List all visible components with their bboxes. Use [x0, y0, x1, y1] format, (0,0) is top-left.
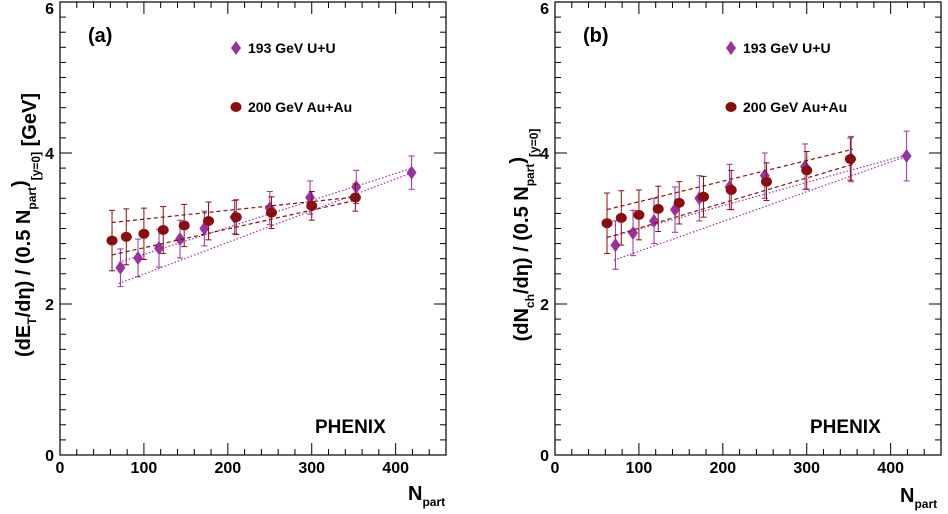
fit-band-line — [118, 167, 413, 264]
y-tick-label: 4 — [45, 146, 54, 163]
data-point-uu — [901, 149, 912, 164]
data-point-auau — [106, 235, 118, 246]
x-tick-label: 300 — [793, 460, 820, 477]
data-point-auau — [230, 212, 242, 223]
fit-band-line — [606, 148, 854, 211]
data-point-auau — [349, 192, 361, 203]
panel-a: 0 100 200 300 400 0 2 4 6 Npart (dET/dη) / (0.5 Np… — [9, 1, 447, 509]
y-axis-label: (dNch/dη) / (0.5 Npart)[y=0] — [507, 129, 541, 342]
panel-b: 0 100 200 300 400 0 2 4 6 Npart (dNch/dη) / (0.5 N… — [507, 1, 942, 511]
y-axis-label: (dET/dη) / (0.5 Npart)[y=0] [GeV] — [9, 93, 43, 357]
x-tick-label: 200 — [709, 460, 736, 477]
data-point-uu — [115, 260, 126, 275]
data-point-uu — [610, 238, 621, 253]
data-point-auau — [306, 200, 318, 211]
data-point-auau — [178, 220, 190, 231]
data-point-auau — [725, 184, 737, 195]
y-tick-label: 2 — [45, 297, 54, 314]
series-uu — [115, 155, 417, 288]
x-tick-label: 100 — [626, 460, 653, 477]
legend-label: 193 GeV U+U — [743, 40, 831, 56]
data-point-auau — [601, 218, 613, 229]
data-point-auau — [673, 197, 685, 208]
x-tick-label: 0 — [56, 460, 65, 477]
x-tick-label: 400 — [382, 460, 409, 477]
panel-label: (b) — [583, 25, 609, 47]
legend-label: 193 GeV U+U — [248, 40, 336, 56]
data-point-uu — [351, 179, 362, 194]
series-auau — [106, 183, 361, 272]
x-tick-label: 200 — [214, 460, 241, 477]
x-tick-label: 0 — [551, 460, 560, 477]
data-point-auau — [760, 176, 772, 187]
fit-band-line — [613, 155, 908, 261]
fit-band-line — [111, 196, 358, 224]
y-tick-label: 4 — [540, 146, 549, 163]
legend-marker-uu — [231, 41, 241, 55]
data-point-auau — [157, 225, 169, 236]
data-point-uu — [649, 213, 660, 228]
x-tick-label: 300 — [298, 460, 325, 477]
data-point-uu — [133, 250, 144, 265]
data-point-uu — [406, 165, 417, 180]
data-point-auau — [120, 231, 132, 242]
y-tick-label: 2 — [540, 297, 549, 314]
experiment-label: PHENIX — [315, 417, 386, 438]
legend-label: 200 GeV Au+Au — [248, 99, 352, 115]
data-point-auau — [138, 228, 150, 239]
data-point-auau — [203, 215, 215, 226]
legend-marker-uu — [726, 41, 736, 55]
legend-marker-auau — [725, 102, 737, 112]
plot-frame — [554, 1, 942, 456]
data-point-auau — [698, 191, 710, 202]
y-tick-label: 0 — [540, 448, 549, 465]
x-axis-label: Npart — [408, 483, 445, 509]
y-tick-label: 0 — [45, 448, 54, 465]
y-tick-label: 6 — [540, 1, 549, 18]
data-point-uu — [628, 226, 639, 241]
data-point-auau — [652, 203, 664, 214]
x-tick-label: 100 — [131, 460, 158, 477]
fit-band-line — [606, 163, 854, 239]
legend-label: 200 GeV Au+Au — [743, 99, 847, 115]
legend-marker-auau — [230, 102, 242, 112]
x-tick-label: 400 — [877, 460, 904, 477]
y-tick-label: 6 — [45, 1, 54, 18]
series-auau — [601, 137, 856, 254]
experiment-label: PHENIX — [810, 417, 881, 438]
data-point-auau — [801, 165, 813, 176]
data-point-uu — [174, 232, 185, 247]
panel-label: (a) — [88, 25, 112, 47]
data-point-auau — [615, 212, 627, 223]
series-uu — [610, 130, 912, 270]
data-point-auau — [265, 207, 277, 218]
data-point-auau — [633, 209, 645, 220]
x-axis-label: Npart — [900, 485, 937, 511]
data-point-auau — [844, 154, 856, 165]
plot-frame — [59, 1, 447, 456]
